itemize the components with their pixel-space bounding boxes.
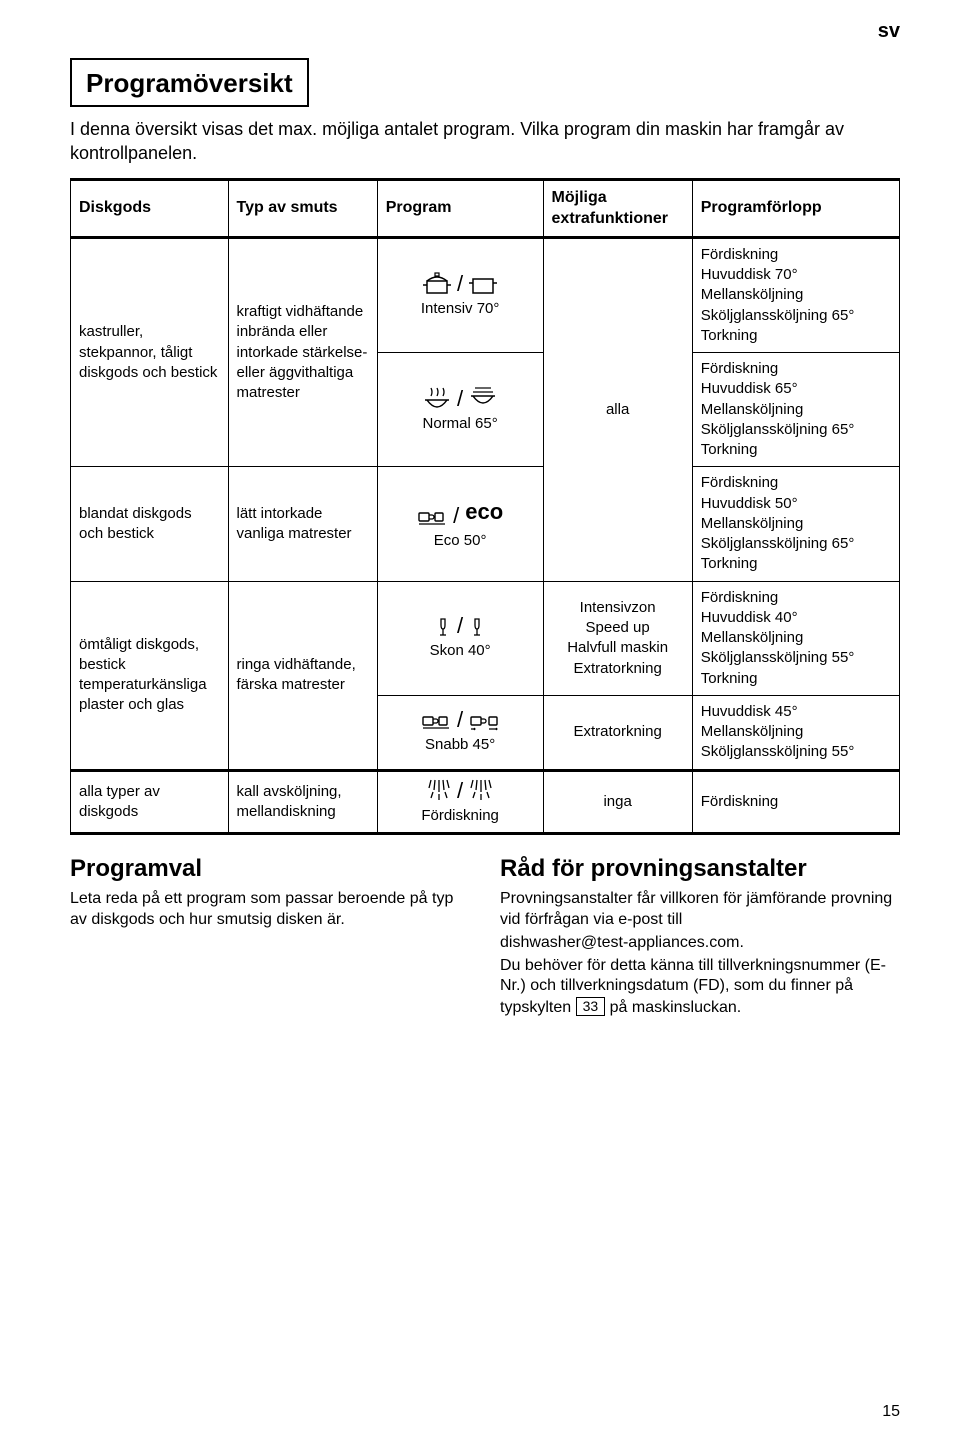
provnings-text1: Provningsanstalter får villkoren för jäm… bbox=[500, 889, 900, 931]
programval-section: Programval Leta reda på ett program som … bbox=[70, 853, 470, 1021]
forlopp-6: Fördiskning bbox=[692, 770, 899, 833]
col-forlopp: Programförlopp bbox=[692, 179, 899, 237]
forlopp-1: FördiskningHuvuddisk 70°MellansköljningS… bbox=[692, 237, 899, 352]
slash-icon: / bbox=[457, 615, 463, 637]
cup-arrows-icon bbox=[469, 711, 499, 731]
bowl-icon bbox=[469, 386, 497, 410]
prog-intensiv: / Intensiv 70° bbox=[377, 237, 543, 352]
intro-text: I denna översikt visas det max. möjliga … bbox=[70, 117, 900, 166]
prog-normal-label: Normal 65° bbox=[386, 414, 535, 434]
typ-3: lätt intorkade vanliga matrester bbox=[228, 467, 377, 581]
typskylt-number-box: 33 bbox=[576, 997, 606, 1016]
prog-skon: / Skon 40° bbox=[377, 581, 543, 695]
slash-icon: / bbox=[457, 388, 463, 410]
page-number: 15 bbox=[882, 1401, 900, 1423]
spray-icon bbox=[469, 778, 493, 802]
typ-1: kraftigt vidhäftande inbrända eller into… bbox=[228, 237, 377, 467]
wineglass-icon bbox=[435, 617, 451, 637]
prog-eco: / eco Eco 50° bbox=[377, 467, 543, 581]
program-table: Diskgods Typ av smuts Program Möjliga ex… bbox=[70, 178, 900, 835]
prog-fordisk: / Fördiskning bbox=[377, 770, 543, 833]
prog-fordisk-label: Fördiskning bbox=[386, 806, 535, 826]
prog-skon-label: Skon 40° bbox=[386, 641, 535, 661]
provnings-heading: Råd för provningsanstalter bbox=[500, 853, 900, 885]
cup-pair-icon bbox=[421, 711, 451, 731]
diskgods-6: alla typer av diskgods bbox=[71, 770, 229, 833]
eco-text-icon: eco bbox=[465, 497, 503, 527]
slash-icon: / bbox=[457, 780, 463, 802]
extra-5: Extratorkning bbox=[543, 695, 692, 770]
spray-icon bbox=[427, 778, 451, 802]
prog-intensiv-label: Intensiv 70° bbox=[386, 299, 535, 319]
col-typ: Typ av smuts bbox=[228, 179, 377, 237]
pot-lid-icon bbox=[423, 271, 451, 295]
slash-icon: / bbox=[457, 273, 463, 295]
forlopp-3: FördiskningHuvuddisk 50°MellansköljningS… bbox=[692, 467, 899, 581]
wineglass-icon bbox=[469, 617, 485, 637]
diskgods-3: blandat diskgods och bestick bbox=[71, 467, 229, 581]
typ-6: kall avsköljning, mellandiskning bbox=[228, 770, 377, 833]
col-extra: Möjliga extrafunktioner bbox=[543, 179, 692, 237]
extra-alla: alla bbox=[543, 237, 692, 581]
col-program: Program bbox=[377, 179, 543, 237]
extra-4: IntensivzonSpeed upHalvfull maskinExtrat… bbox=[543, 581, 692, 695]
programval-text: Leta reda på ett program som passar bero… bbox=[70, 889, 470, 931]
diskgods-1: kastruller, stekpannor, tåligt diskgods … bbox=[71, 237, 229, 467]
provnings-email: dishwasher@test-appliances.com. bbox=[500, 933, 900, 954]
page-title: Programöversikt bbox=[86, 66, 293, 101]
extra-6: inga bbox=[543, 770, 692, 833]
pot-open-icon bbox=[469, 271, 497, 295]
prog-snabb: / Snabb 45° bbox=[377, 695, 543, 770]
provnings-section: Råd för provningsanstalter Provningsanst… bbox=[500, 853, 900, 1021]
programval-heading: Programval bbox=[70, 853, 470, 885]
bottom-columns: Programval Leta reda på ett program som … bbox=[70, 853, 900, 1021]
bowl-steam-icon bbox=[423, 386, 451, 410]
diskgods-4: ömtåligt diskgods, bestick temperaturkän… bbox=[71, 581, 229, 770]
slash-icon: / bbox=[453, 505, 459, 527]
prog-snabb-label: Snabb 45° bbox=[386, 735, 535, 755]
language-badge: sv bbox=[878, 18, 900, 45]
col-diskgods: Diskgods bbox=[71, 179, 229, 237]
provnings-text2: Du behöver för detta känna till tillverk… bbox=[500, 956, 900, 1019]
forlopp-4: FördiskningHuvuddisk 40°MellansköljningS… bbox=[692, 581, 899, 695]
forlopp-2: FördiskningHuvuddisk 65°MellansköljningS… bbox=[692, 353, 899, 467]
title-box: Programöversikt bbox=[70, 58, 309, 107]
prog-normal: / Normal 65° bbox=[377, 353, 543, 467]
cup-pair-icon bbox=[417, 507, 447, 527]
typ-4: ringa vidhäftande, färska matrester bbox=[228, 581, 377, 770]
prog-eco-label: Eco 50° bbox=[386, 531, 535, 551]
forlopp-5: Huvuddisk 45°MellansköljningSköljglanssk… bbox=[692, 695, 899, 770]
slash-icon: / bbox=[457, 709, 463, 731]
